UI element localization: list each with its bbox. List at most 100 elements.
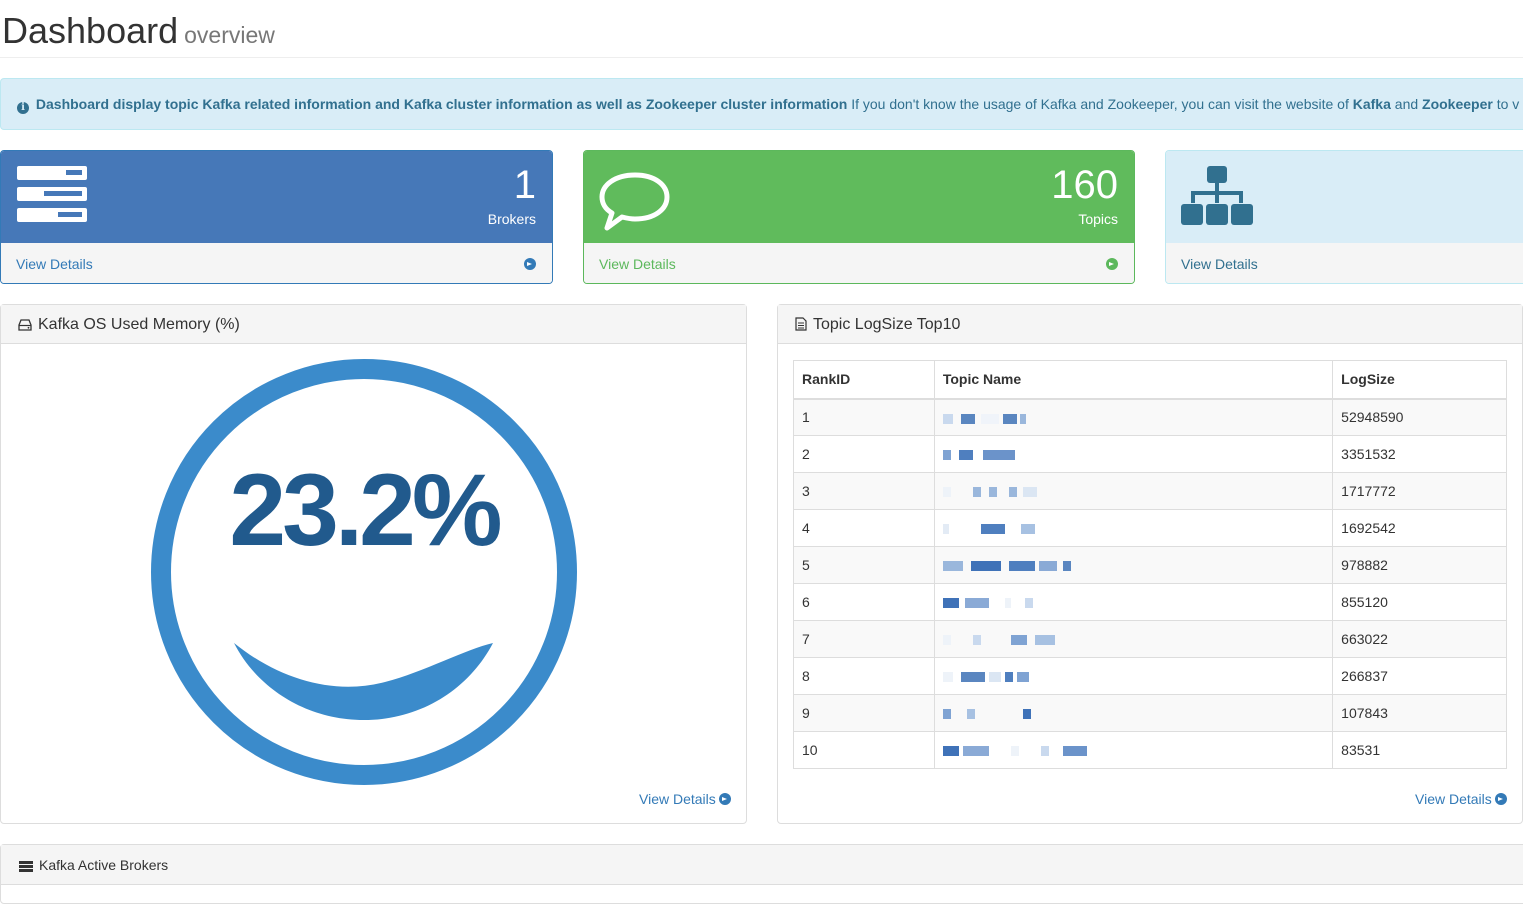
zookeeper-stat-head: [1166, 151, 1523, 243]
redacted-topic-name: [942, 524, 949, 535]
redacted-topic-name: [960, 413, 975, 424]
brokers-count: 1: [513, 163, 536, 207]
redacted-topic-name: [1020, 524, 1035, 535]
memory-value-text: 23.2%: [229, 453, 500, 567]
column-header-topic-name: Topic Name: [933, 360, 1334, 400]
active-brokers-heading: Kafka Active Brokers: [1, 845, 1523, 885]
redacted-topic-name: [1010, 746, 1019, 757]
rank-cell: 3: [793, 472, 935, 510]
logsize-view-details[interactable]: View Details: [1415, 791, 1507, 807]
zookeeper-view-details-label: View Details: [1181, 256, 1258, 272]
memory-panel: Kafka OS Used Memory (%) 23.2% View Deta…: [0, 304, 747, 824]
redacted-topic-name: [942, 413, 953, 424]
redacted-topic-name: [1022, 487, 1037, 498]
logsize-cell: 1692542: [1332, 509, 1507, 547]
logsize-table: RankID Topic Name LogSize 1 52948590 2 3351…: [793, 360, 1507, 769]
topic-name-cell[interactable]: [933, 583, 1334, 621]
topics-view-details[interactable]: View Details: [584, 243, 1134, 283]
topic-name-cell[interactable]: [933, 694, 1334, 732]
rank-cell: 2: [793, 435, 935, 473]
redacted-topic-name: [942, 709, 951, 720]
redacted-topic-name: [1022, 709, 1031, 720]
redacted-topic-name: [1008, 487, 1017, 498]
redacted-topic-name: [988, 672, 1001, 683]
brokers-label: Brokers: [487, 211, 536, 227]
logsize-cell: 3351532: [1332, 435, 1507, 473]
rank-cell: 9: [793, 694, 935, 732]
redacted-topic-name: [1008, 561, 1035, 572]
topic-name-cell[interactable]: [933, 435, 1334, 473]
redacted-topic-name: [980, 413, 999, 424]
rank-cell: 7: [793, 620, 935, 658]
redacted-topic-name: [942, 561, 963, 572]
redacted-topic-name: [1062, 561, 1071, 572]
topic-name-cell[interactable]: [933, 657, 1334, 695]
memory-gauge: 23.2%: [151, 359, 577, 785]
redacted-topic-name: [962, 746, 989, 757]
topics-label: Topics: [1078, 211, 1118, 227]
redacted-topic-name: [988, 487, 997, 498]
redacted-topic-name: [972, 635, 981, 646]
redacted-topic-name: [964, 598, 989, 609]
logsize-table-body: 1 52948590 2 3351532 3 1717772 4 1692542 5 978882…: [793, 398, 1507, 769]
redacted-topic-name: [942, 635, 951, 646]
redacted-topic-name: [980, 524, 1005, 535]
redacted-topic-name: [1019, 413, 1026, 424]
topic-name-cell[interactable]: [933, 731, 1334, 769]
page-title: Dashboard overview: [2, 10, 275, 52]
page-subtitle: overview: [184, 22, 275, 48]
brokers-view-details[interactable]: View Details: [1, 243, 552, 283]
redacted-topic-name: [1002, 413, 1017, 424]
redacted-topic-name: [1024, 598, 1033, 609]
rank-cell: 5: [793, 546, 935, 584]
rank-cell: 4: [793, 509, 935, 547]
topic-name-cell[interactable]: [933, 546, 1334, 584]
brokers-stat-panel: 1 Brokers View Details: [0, 150, 553, 284]
redacted-topic-name: [942, 598, 959, 609]
zookeeper-website-link[interactable]: Zookeeper: [1422, 96, 1493, 112]
table-row: 1 52948590: [793, 398, 1507, 436]
zookeeper-view-details[interactable]: View Details: [1166, 243, 1523, 283]
memory-view-details[interactable]: View Details: [639, 791, 731, 807]
page-header: Dashboard overview: [0, 0, 1523, 58]
logsize-cell: 663022: [1332, 620, 1507, 658]
comment-icon: [599, 172, 670, 231]
memory-panel-heading: Kafka OS Used Memory (%): [1, 305, 746, 344]
arrow-circle-right-icon: [1494, 793, 1507, 805]
redacted-topic-name: [1004, 672, 1013, 683]
topic-name-cell[interactable]: [933, 398, 1334, 436]
server-icon: [17, 166, 87, 222]
table-row: 7 663022: [793, 620, 1507, 658]
column-header-logsize: LogSize: [1332, 360, 1507, 400]
column-header-rankid: RankID: [793, 360, 935, 400]
rank-cell: 10: [793, 731, 935, 769]
table-row: 8 266837: [793, 657, 1507, 695]
topic-name-cell[interactable]: [933, 620, 1334, 658]
table-header-row: RankID Topic Name LogSize: [793, 360, 1507, 400]
redacted-topic-name: [960, 672, 985, 683]
redacted-topic-name: [1040, 746, 1049, 757]
logsize-cell: 855120: [1332, 583, 1507, 621]
arrow-circle-right-icon: [524, 258, 536, 270]
zookeeper-stat-panel: View Details: [1165, 150, 1523, 284]
kafka-website-link[interactable]: Kafka: [1352, 96, 1391, 112]
topic-name-cell[interactable]: [933, 509, 1334, 547]
redacted-topic-name: [972, 487, 981, 498]
alert-text-2: and: [1390, 96, 1423, 112]
server-icon: [19, 861, 33, 872]
logsize-cell: 52948590: [1332, 398, 1507, 436]
table-row: 3 1717772: [793, 472, 1507, 510]
logsize-cell: 266837: [1332, 657, 1507, 695]
info-alert: i Dashboard display topic Kafka related …: [0, 78, 1523, 130]
page-title-text: Dashboard: [2, 10, 179, 51]
logsize-panel-title: Topic LogSize Top10: [813, 316, 961, 333]
hdd-icon: [18, 319, 32, 331]
table-row: 5 978882: [793, 546, 1507, 584]
redacted-topic-name: [1016, 672, 1029, 683]
logsize-panel-heading: Topic LogSize Top10: [778, 305, 1522, 344]
memory-view-details-label: View Details: [639, 791, 716, 807]
topic-name-cell[interactable]: [933, 472, 1334, 510]
redacted-topic-name: [942, 672, 953, 683]
redacted-topic-name: [942, 746, 959, 757]
topics-stat-panel: 160 Topics View Details: [583, 150, 1135, 284]
